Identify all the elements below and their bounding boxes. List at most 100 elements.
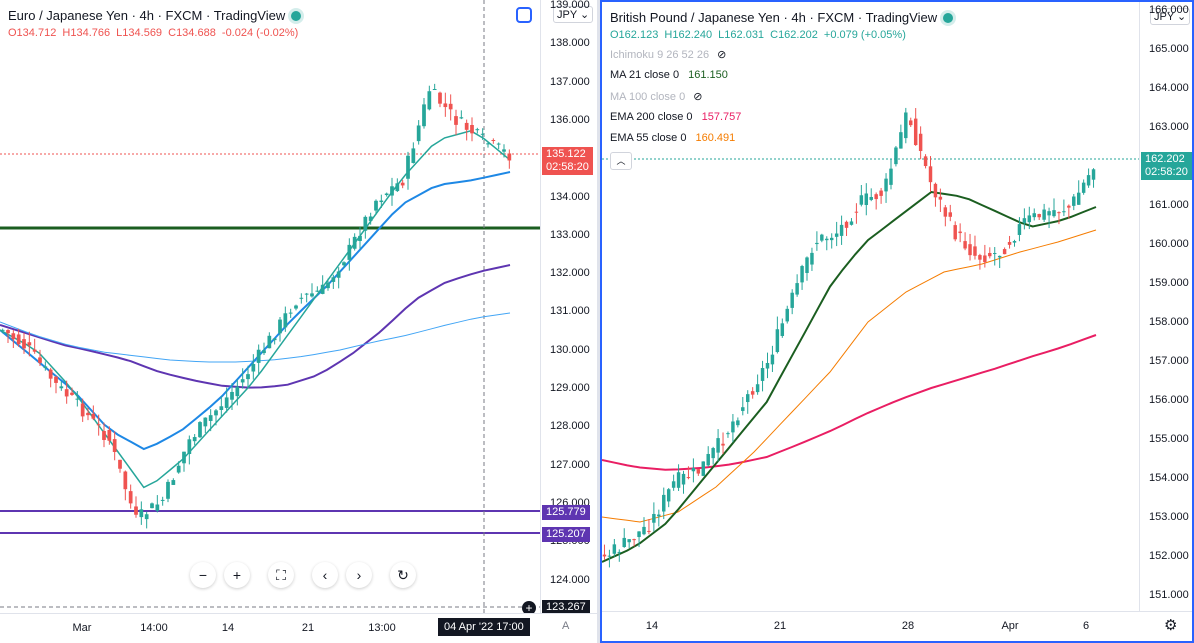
indicator-legend-item[interactable]: EMA 55 close 0 160.491 (610, 132, 735, 144)
gbpjpy-candle-body (1057, 212, 1061, 214)
eurjpy-candle-body (507, 153, 512, 161)
gbpjpy-price-tick: 165.000 (1149, 43, 1189, 55)
eurjpy-candle-body (134, 506, 138, 515)
gbpjpy-candle-body (637, 531, 641, 538)
ema-21-line (0, 129, 511, 489)
currency-select[interactable]: JPY ⌄ (1150, 8, 1191, 25)
gbpjpy-candle-body (933, 183, 938, 198)
settings-gear-icon[interactable]: ⚙ (1164, 617, 1178, 634)
eurjpy-candle-body (384, 193, 389, 196)
eurjpy-candle-body (187, 439, 192, 455)
gbpjpy-candle-body (1032, 213, 1036, 218)
eurjpy-candle-body (336, 271, 341, 278)
gbpjpy-price-tick: 163.000 (1149, 121, 1189, 133)
eurjpy-candle-body (203, 417, 208, 427)
gbpjpy-date-tick: 14 (645, 620, 659, 632)
eurjpy-candle-body (235, 386, 240, 397)
eurjpy-price-tick: 130.000 (550, 343, 590, 356)
indicator-legend-item[interactable]: MA 100 close 0 ⊘ (610, 90, 702, 103)
eurjpy-price-tick: 133.000 (550, 228, 590, 241)
gbpjpy-time-axis[interactable]: 14 21 28 Apr 6 (602, 611, 1192, 641)
pane-divider[interactable] (597, 0, 600, 643)
eurjpy-candle-body (59, 386, 64, 389)
eurjpy-candle-body (422, 104, 426, 127)
eurjpy-candle-body (432, 89, 437, 91)
eurjpy-plot-area[interactable] (0, 0, 540, 613)
gbpjpy-candle-body (913, 118, 918, 146)
sync-icon[interactable] (516, 7, 532, 23)
indicator-legend-item[interactable]: MA 21 close 0 161.150 (610, 69, 728, 81)
gbpjpy-date-tick: Apr (1001, 620, 1019, 632)
eurjpy-candle-body (416, 125, 421, 142)
indicator-legend-item[interactable]: EMA 200 close 0 157.757 (610, 111, 741, 123)
eurjpy-candle-body (70, 392, 74, 395)
eurjpy-candle-body (304, 293, 309, 295)
auto-scale-button[interactable]: A (562, 620, 570, 632)
eurjpy-price-tick: 129.000 (550, 382, 590, 394)
gbpjpy-candle-body (632, 539, 636, 541)
gbpjpy-date-tick: 6 (1082, 620, 1090, 632)
gbpjpy-candle-body (894, 147, 898, 165)
eurjpy-price-axis[interactable]: JPY ⌄ 139.000138.000137.000136.000135.00… (540, 0, 597, 613)
ohlc-change: +0.079 (+0.05%) (823, 29, 906, 41)
add-level-icon[interactable]: + (522, 601, 536, 615)
ohlc-low: L162.031 (718, 29, 765, 41)
gbpjpy-candle-body (750, 391, 755, 395)
reset-chart-icon[interactable]: ↻ (390, 562, 416, 588)
gbpjpy-price-tick: 164.000 (1149, 82, 1189, 94)
gbpjpy-price-tick: 152.000 (1149, 550, 1189, 562)
eurjpy-candle-body (102, 431, 106, 440)
gbpjpy-candle-body (869, 196, 873, 200)
ma-100-line (0, 312, 511, 363)
gbpjpy-chart-pane[interactable]: British Pound / Japanese Yen · 4h · FXCM… (600, 0, 1194, 643)
ohlc-open: O162.123 (610, 29, 659, 41)
eurjpy-price-tick: 139.000 (550, 0, 590, 11)
gbpjpy-candle-body (741, 407, 745, 411)
gbpjpy-candle-body (815, 242, 819, 245)
eurjpy-candle-body (272, 338, 277, 341)
eurjpy-candle-body (86, 412, 90, 416)
eurjpy-chart-pane[interactable]: Euro / Japanese Yen · 4h · FXCM · Tradin… (0, 0, 597, 643)
eurjpy-candle-body (331, 277, 336, 282)
gbpjpy-candle-body (909, 120, 913, 126)
eurjpy-candle-body (267, 335, 272, 349)
gbpjpy-price-axis[interactable]: JPY ⌄ 166.000 165.000 164.000 163.000 161.00… (1139, 2, 1192, 611)
currency-select[interactable]: JPY ⌄ (553, 6, 594, 23)
scroll-right-button[interactable]: › (346, 562, 372, 588)
eurjpy-candle-body (160, 499, 165, 501)
eye-hidden-icon[interactable]: ⊘ (717, 49, 727, 61)
gbpjpy-candle-body (829, 237, 834, 241)
gbpjpy-candle-body (889, 168, 893, 185)
gbpjpy-candle-body (607, 555, 612, 557)
gbpjpy-candle-body (993, 253, 997, 255)
gbpjpy-candle-body (622, 537, 626, 548)
gbpjpy-candle-body (1017, 224, 1022, 235)
eurjpy-candle-body (75, 398, 80, 400)
gbpjpy-candle-body (983, 255, 987, 263)
gbpjpy-candle-body (671, 481, 676, 488)
collapse-legend-button[interactable]: ︿ (610, 152, 632, 170)
ohlc-close: C162.202 (770, 29, 818, 41)
gbpjpy-candle-body (805, 257, 809, 274)
gbpjpy-plot-area[interactable] (602, 2, 1139, 611)
fullscreen-icon[interactable]: ⛶ (268, 562, 294, 588)
gbpjpy-candle-body (795, 283, 799, 295)
eurjpy-candle-body (486, 143, 490, 145)
eurjpy-candle-body (11, 333, 16, 340)
zoom-in-button[interactable]: + (224, 562, 250, 588)
gbpjpy-price-tick: 160.000 (1149, 238, 1189, 250)
gbpjpy-candle-body (879, 190, 883, 196)
scroll-left-button[interactable]: ‹ (312, 562, 338, 588)
zoom-out-button[interactable]: − (190, 562, 216, 588)
gbpjpy-date-tick: 21 (773, 620, 787, 632)
eurjpy-candle-body (368, 216, 373, 221)
eurjpy-candle-body (454, 116, 458, 125)
eurjpy-candle-body (326, 282, 330, 289)
eurjpy-candle-body (48, 369, 53, 379)
eurjpy-date-tick: 14:00 (140, 622, 168, 634)
gbpjpy-price-tick: 157.000 (1149, 355, 1189, 367)
gbpjpy-candle-body (968, 244, 972, 256)
eye-hidden-icon[interactable]: ⊘ (693, 91, 703, 103)
indicator-legend-item[interactable]: Ichimoku 9 26 52 26 ⊘ (610, 48, 726, 61)
gbpjpy-candle-body (839, 224, 844, 236)
